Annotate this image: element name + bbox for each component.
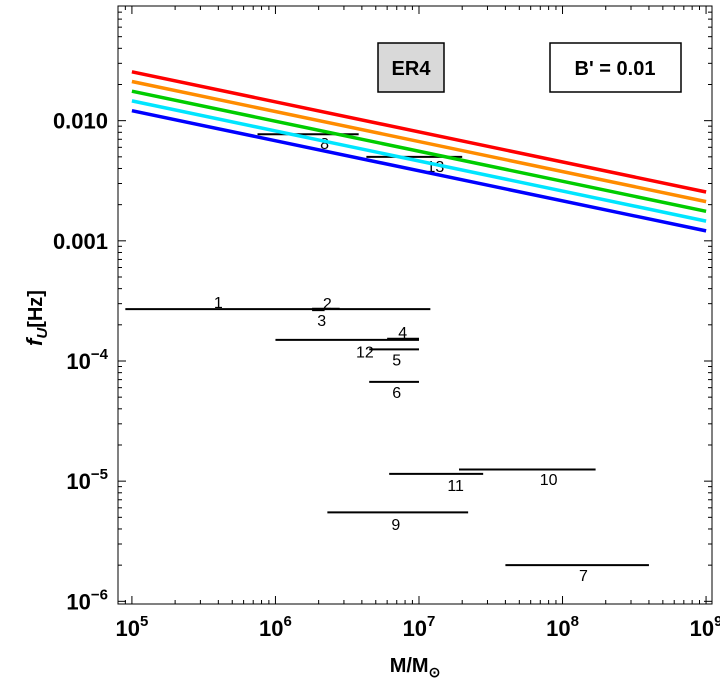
segment-label-3: 3 — [317, 313, 326, 330]
y-tick-label: 10−6 — [66, 586, 108, 614]
x-tick-label: 108 — [546, 613, 579, 641]
plot-border — [117, 5, 713, 605]
series-line-2 — [131, 79, 707, 204]
x-tick-label: 105 — [115, 613, 148, 641]
model-label: ER4 — [392, 58, 432, 80]
segment-label-7: 7 — [579, 568, 588, 585]
segment-label-5: 5 — [392, 352, 401, 369]
segment-label-11: 11 — [447, 478, 464, 495]
segment-label-2: 2 — [323, 296, 332, 313]
x-tick-label: 107 — [403, 613, 436, 641]
segment-label-10: 10 — [540, 472, 558, 489]
model-label-background — [377, 42, 445, 93]
y-axis-ticks: 10−6 10−5 10−4 0.001 0.010 — [53, 5, 712, 614]
y-tick-label: 10−5 — [66, 466, 108, 494]
y-tick-label: 10−4 — [66, 346, 108, 374]
model-label-box: ER4 — [377, 42, 445, 93]
segment-label-12: 12 — [356, 344, 374, 361]
x-axis-ticks: 105 106 107 108 109 — [115, 6, 720, 641]
segment-label-1: 1 — [214, 295, 223, 312]
param-label-box: B' = 0.01 — [549, 42, 682, 93]
x-tick-label: 106 — [259, 613, 292, 641]
series-line-3 — [131, 89, 707, 214]
segment-label-8: 8 — [320, 136, 329, 153]
series-line-1 — [131, 70, 707, 194]
param-label-background — [549, 42, 682, 93]
x-axis-title: M/M⊙ — [390, 655, 441, 680]
segment-label-6: 6 — [392, 385, 401, 402]
y-tick-label: 0.010 — [53, 109, 108, 134]
y-tick-label: 0.001 — [53, 229, 108, 254]
y-axis-title: fU[Hz] — [22, 290, 51, 346]
series-line-4 — [131, 99, 707, 223]
x-tick-label: 109 — [690, 613, 720, 641]
segment-label-9: 9 — [391, 517, 400, 534]
plot-frame — [117, 5, 713, 605]
param-label: B' = 0.01 — [575, 58, 656, 80]
segment-label-4: 4 — [398, 325, 407, 342]
series-line-5 — [131, 108, 707, 233]
